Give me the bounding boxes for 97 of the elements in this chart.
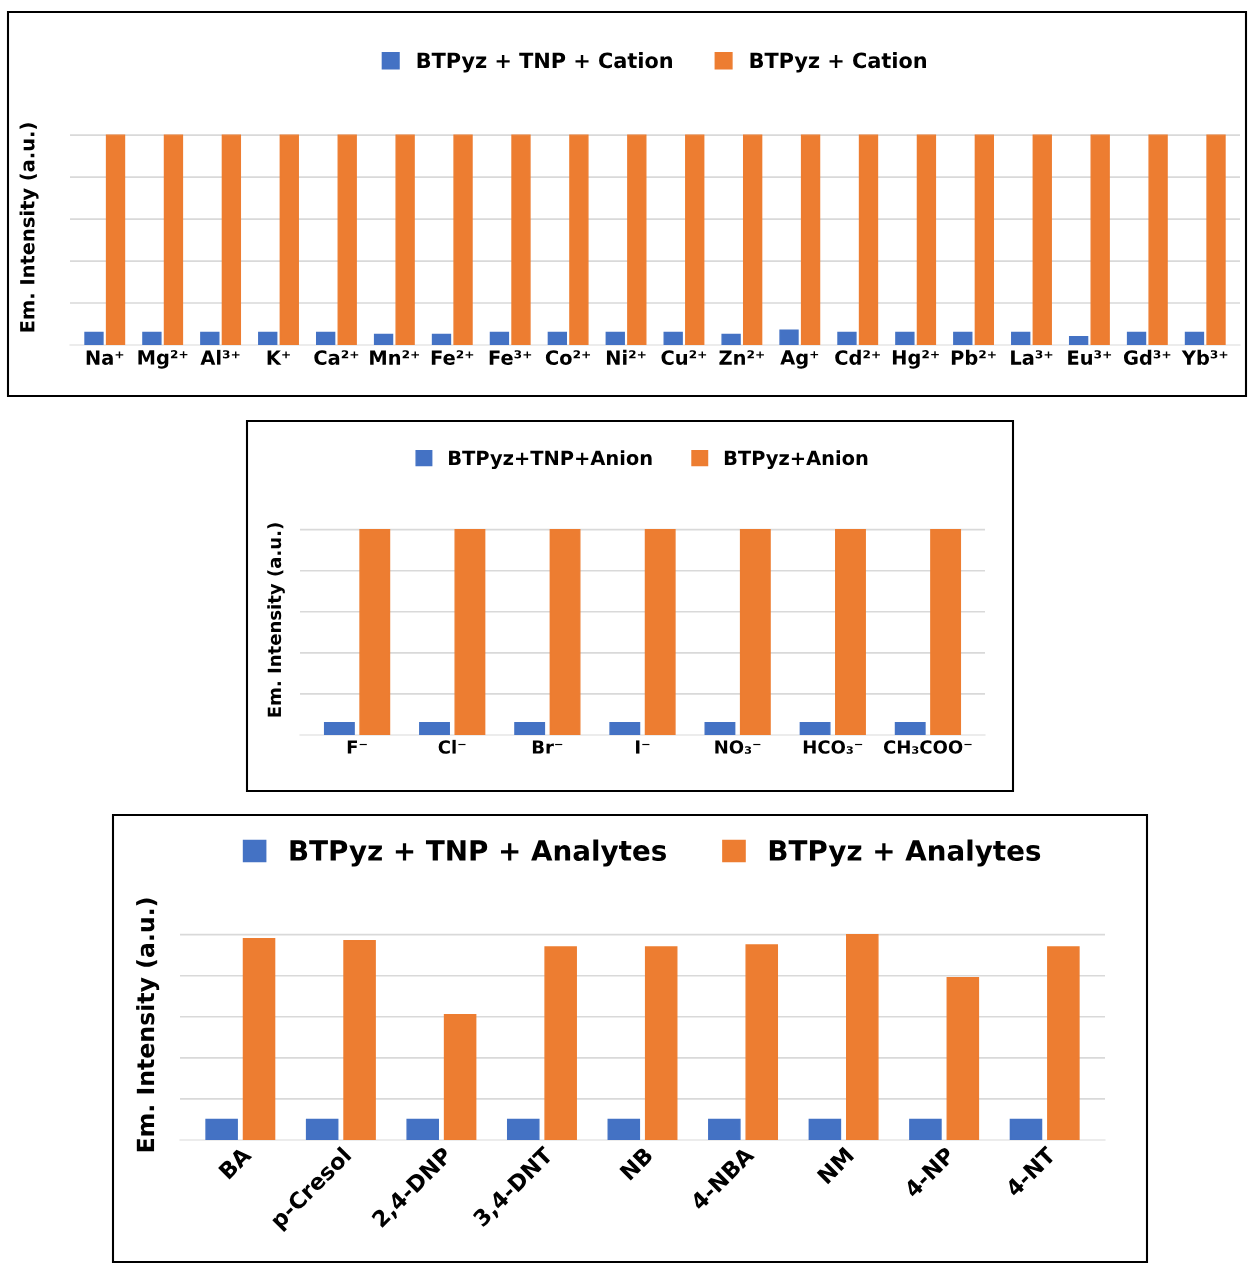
bar	[305, 1118, 339, 1140]
x-tick-label: NM	[816, 1146, 855, 1185]
bar	[858, 134, 879, 345]
bar	[721, 333, 741, 345]
bar	[663, 331, 683, 345]
x-tick-label: Br⁻	[532, 740, 563, 754]
bar	[1047, 946, 1080, 1140]
bar	[837, 331, 857, 345]
x-tick-label: Eu³⁺	[1068, 350, 1112, 365]
bar	[200, 331, 220, 345]
bar	[1184, 331, 1205, 345]
x-tick-label: Ca²⁺	[314, 350, 359, 365]
x-tick-label: K⁺	[267, 350, 290, 365]
bar	[453, 134, 473, 345]
bar	[745, 944, 779, 1140]
y-axis-title: Em. Intensity (a.u.)	[19, 123, 39, 332]
legend-label: BTPyz + Analytes	[769, 839, 1041, 867]
x-tick-label: Cd²⁺	[835, 349, 880, 365]
bar	[1068, 335, 1089, 345]
y-axis-title: Em. Intensity (a.u.)	[136, 898, 160, 1152]
x-tick-label: Pb²⁺	[951, 349, 996, 365]
x-tick-label: Ni²⁺	[606, 349, 646, 365]
x-tick-label: HCO₃⁻	[803, 740, 863, 754]
bar	[1011, 331, 1031, 345]
bar	[544, 946, 577, 1140]
y-axis-title: Em. Intensity (a.u.)	[267, 523, 285, 717]
x-tick-label: NB	[619, 1146, 654, 1181]
x-tick-label: Fe³⁺	[489, 350, 532, 365]
bar	[846, 933, 879, 1140]
legend-label: BTPyz + TNP + Cation	[417, 52, 672, 73]
bar	[1148, 134, 1168, 345]
x-tick-label: Gd³⁺	[1123, 349, 1171, 365]
bar	[395, 134, 415, 345]
bar	[205, 1118, 238, 1140]
bar	[242, 938, 276, 1140]
bar	[84, 331, 104, 345]
bar	[909, 1118, 942, 1140]
bar	[1009, 1118, 1043, 1140]
bar	[742, 134, 763, 345]
x-tick-label: Co²⁺	[545, 350, 591, 365]
x-tick-label: Cl⁻	[438, 739, 466, 754]
x-tick-label: Mn²⁺	[370, 350, 420, 365]
bar	[279, 134, 299, 345]
bar	[163, 134, 184, 345]
bar	[953, 331, 973, 345]
bar	[800, 134, 821, 345]
legend-label: BTPyz+TNP+Anion	[449, 450, 652, 470]
bar	[607, 1118, 641, 1140]
bar	[569, 134, 589, 345]
x-tick-label: Ag⁺	[780, 350, 819, 369]
bar	[627, 134, 647, 345]
legend-label: BTPyz + TNP + Analytes	[290, 839, 666, 867]
x-tick-label: Na⁺	[86, 350, 124, 365]
x-tick-label: La³⁺	[1011, 350, 1053, 365]
bar	[142, 331, 162, 345]
bar	[443, 1014, 477, 1140]
x-tick-label: Zn²⁺	[719, 350, 764, 365]
bar	[1032, 134, 1052, 345]
x-tick-label: Yb³⁺	[1181, 349, 1228, 365]
bar	[605, 331, 625, 345]
x-tick-label: I⁻	[636, 740, 650, 754]
x-tick-label: Al³⁺	[200, 349, 240, 365]
bar	[779, 329, 799, 345]
x-tick-label: BA	[218, 1145, 253, 1180]
bar	[406, 1118, 439, 1140]
bar	[547, 331, 568, 345]
bar	[1206, 134, 1226, 345]
bar	[1090, 134, 1110, 345]
legend-label: BTPyz + Cation	[750, 52, 926, 73]
legend-label: BTPyz+Anion	[724, 450, 868, 470]
x-tick-label: Cu²⁺	[661, 350, 707, 365]
bar	[489, 331, 510, 345]
bar	[373, 333, 394, 345]
bar	[685, 134, 705, 345]
bar	[946, 977, 980, 1140]
x-tick-label: NO₃⁻	[715, 740, 761, 754]
bar	[105, 134, 126, 345]
bar	[337, 134, 357, 345]
x-tick-label: Mg²⁺	[138, 350, 188, 369]
bar	[808, 1118, 842, 1140]
x-tick-label: Hg²⁺	[892, 350, 939, 369]
bar	[431, 333, 452, 345]
x-tick-label: CH₃COO⁻	[883, 740, 972, 754]
bar	[644, 946, 678, 1140]
bar	[343, 940, 376, 1140]
bar	[916, 134, 937, 345]
bar	[221, 134, 242, 345]
x-tick-label: Fe²⁺	[431, 350, 474, 365]
bar	[258, 331, 278, 345]
bar	[1126, 331, 1147, 345]
bar	[315, 331, 336, 345]
bar	[974, 134, 995, 345]
x-tick-label: F⁻	[347, 740, 367, 754]
bar	[511, 134, 531, 345]
bar	[708, 1118, 741, 1140]
bar	[506, 1118, 540, 1140]
bar	[895, 331, 915, 345]
